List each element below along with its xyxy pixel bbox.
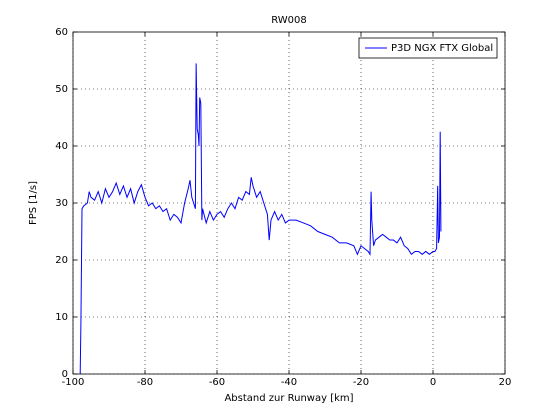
legend-label: P3D NGX FTX Global [391,43,493,54]
y-tick-label: 0 [62,369,68,380]
y-tick-label: 30 [55,198,68,209]
x-axis-label: Abstand zur Runway [km] [224,393,353,404]
chart-title: RW008 [271,15,307,26]
x-tick-label: -20 [353,377,369,388]
x-tick-label: 20 [499,377,512,388]
legend-box [358,37,498,59]
y-tick-label: 10 [55,312,68,323]
data-line [79,63,442,375]
y-axis-label: FPS [1/s] [28,181,39,225]
x-tick-label: -80 [137,377,153,388]
axes-box [72,31,506,375]
x-tick-label: -60 [209,377,225,388]
x-tick-label: -100 [62,377,85,388]
y-tick-label: 20 [55,255,68,266]
x-tick-label: 0 [430,377,436,388]
y-tick-label: 50 [55,84,68,95]
y-tick-label: 40 [55,141,68,152]
x-tick-label: -40 [281,377,297,388]
y-tick-label: 60 [55,27,68,38]
